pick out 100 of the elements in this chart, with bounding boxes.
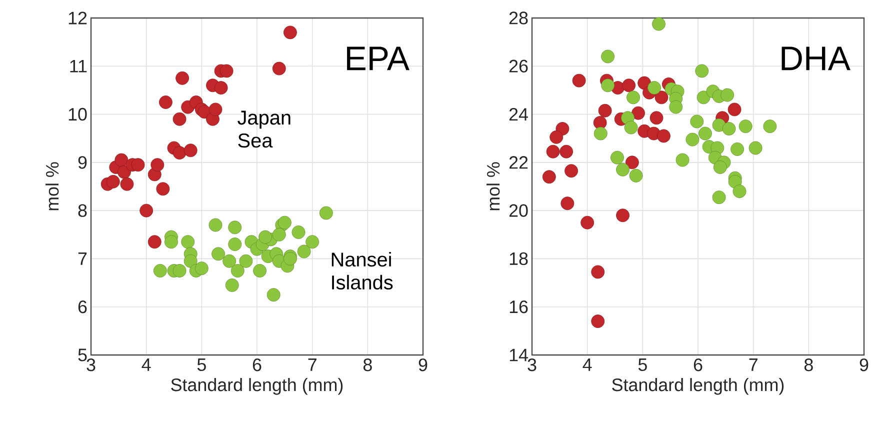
y-tick-label: 28 — [509, 12, 528, 24]
text: EPA — [347, 46, 410, 70]
point — [550, 130, 564, 144]
y-tick-label: 6 — [78, 300, 87, 314]
series-label: Nansei Islands — [332, 252, 393, 290]
series-label: Japan Sea — [238, 110, 290, 148]
point — [284, 26, 297, 40]
point — [601, 50, 615, 64]
point — [140, 204, 154, 218]
point — [306, 235, 320, 249]
point — [266, 288, 280, 302]
point — [722, 122, 736, 136]
point — [712, 190, 726, 204]
point — [194, 262, 208, 276]
point — [625, 156, 639, 170]
y-tick-label: 26 — [509, 60, 528, 72]
point — [284, 252, 297, 266]
point — [172, 264, 186, 278]
text: DHA — [782, 46, 850, 70]
point — [594, 126, 608, 140]
x-axis-title: Standard length (mm) — [171, 378, 343, 395]
point — [225, 278, 239, 292]
x-tick-label: 8 — [804, 358, 813, 372]
point — [272, 62, 286, 76]
point — [696, 90, 710, 104]
point — [278, 216, 292, 230]
x-tick-label: 6 — [252, 358, 262, 372]
point — [650, 111, 664, 125]
point — [686, 132, 700, 146]
point — [228, 220, 242, 234]
point — [292, 226, 306, 239]
point — [208, 102, 222, 116]
point — [258, 230, 272, 244]
point — [228, 238, 242, 251]
y-tick-label: 14 — [510, 348, 528, 362]
point — [156, 182, 170, 196]
point — [297, 244, 311, 258]
point — [176, 71, 190, 85]
y-tick-label: 11 — [70, 60, 87, 72]
point — [184, 254, 198, 268]
point — [616, 208, 630, 222]
point — [616, 162, 630, 176]
y-tick-label: 18 — [510, 252, 528, 266]
point — [598, 104, 612, 118]
point — [676, 153, 690, 167]
point — [748, 141, 762, 155]
point — [626, 90, 640, 104]
point — [546, 144, 560, 158]
point — [172, 146, 186, 160]
y-tick-label: 7 — [78, 252, 87, 265]
x-tick-label: 7 — [308, 358, 316, 371]
point — [652, 17, 666, 31]
point — [212, 247, 225, 261]
point — [591, 265, 605, 279]
y-tick-label: 24 — [509, 108, 528, 121]
point — [669, 100, 683, 114]
x-tick-label: 9 — [418, 358, 428, 372]
point — [214, 81, 228, 95]
x-tick-label: 4 — [142, 358, 151, 371]
point — [622, 78, 636, 92]
point — [601, 78, 615, 92]
point — [738, 120, 752, 134]
x-tick-label: 7 — [749, 358, 758, 371]
point — [580, 216, 594, 230]
point — [560, 144, 574, 158]
y-axis-title: mol % — [46, 162, 59, 210]
point — [106, 174, 120, 188]
point — [181, 235, 195, 249]
point — [632, 106, 645, 120]
point — [732, 184, 746, 198]
x-tick-label: 4 — [582, 358, 592, 371]
x-tick-label: 5 — [197, 358, 206, 372]
x-tick-label: 8 — [363, 358, 372, 372]
point — [763, 120, 777, 134]
x-tick-label: 3 — [528, 358, 536, 372]
point — [591, 314, 605, 328]
y-tick-label: 16 — [510, 300, 528, 314]
x-tick-label: 9 — [860, 358, 868, 372]
point — [564, 164, 578, 178]
y-tick-label: 20 — [509, 204, 528, 217]
y-tick-label: 12 — [68, 12, 87, 24]
y-tick-label: 10 — [68, 108, 87, 121]
point — [239, 254, 253, 268]
point — [690, 114, 704, 128]
point — [629, 168, 643, 182]
x-tick-label: 5 — [638, 358, 647, 372]
point — [572, 74, 586, 88]
point — [319, 206, 333, 220]
x-axis-title: Standard length (mm) — [612, 378, 784, 395]
point — [624, 120, 638, 134]
y-axis-title: mol % — [486, 162, 500, 210]
point — [654, 90, 668, 104]
point — [120, 177, 134, 191]
y-tick-label: 8 — [78, 204, 87, 217]
point — [610, 150, 624, 164]
point — [208, 218, 222, 232]
point — [150, 158, 164, 172]
point — [131, 158, 145, 172]
point — [698, 126, 712, 140]
y-tick-label: 9 — [78, 156, 87, 169]
